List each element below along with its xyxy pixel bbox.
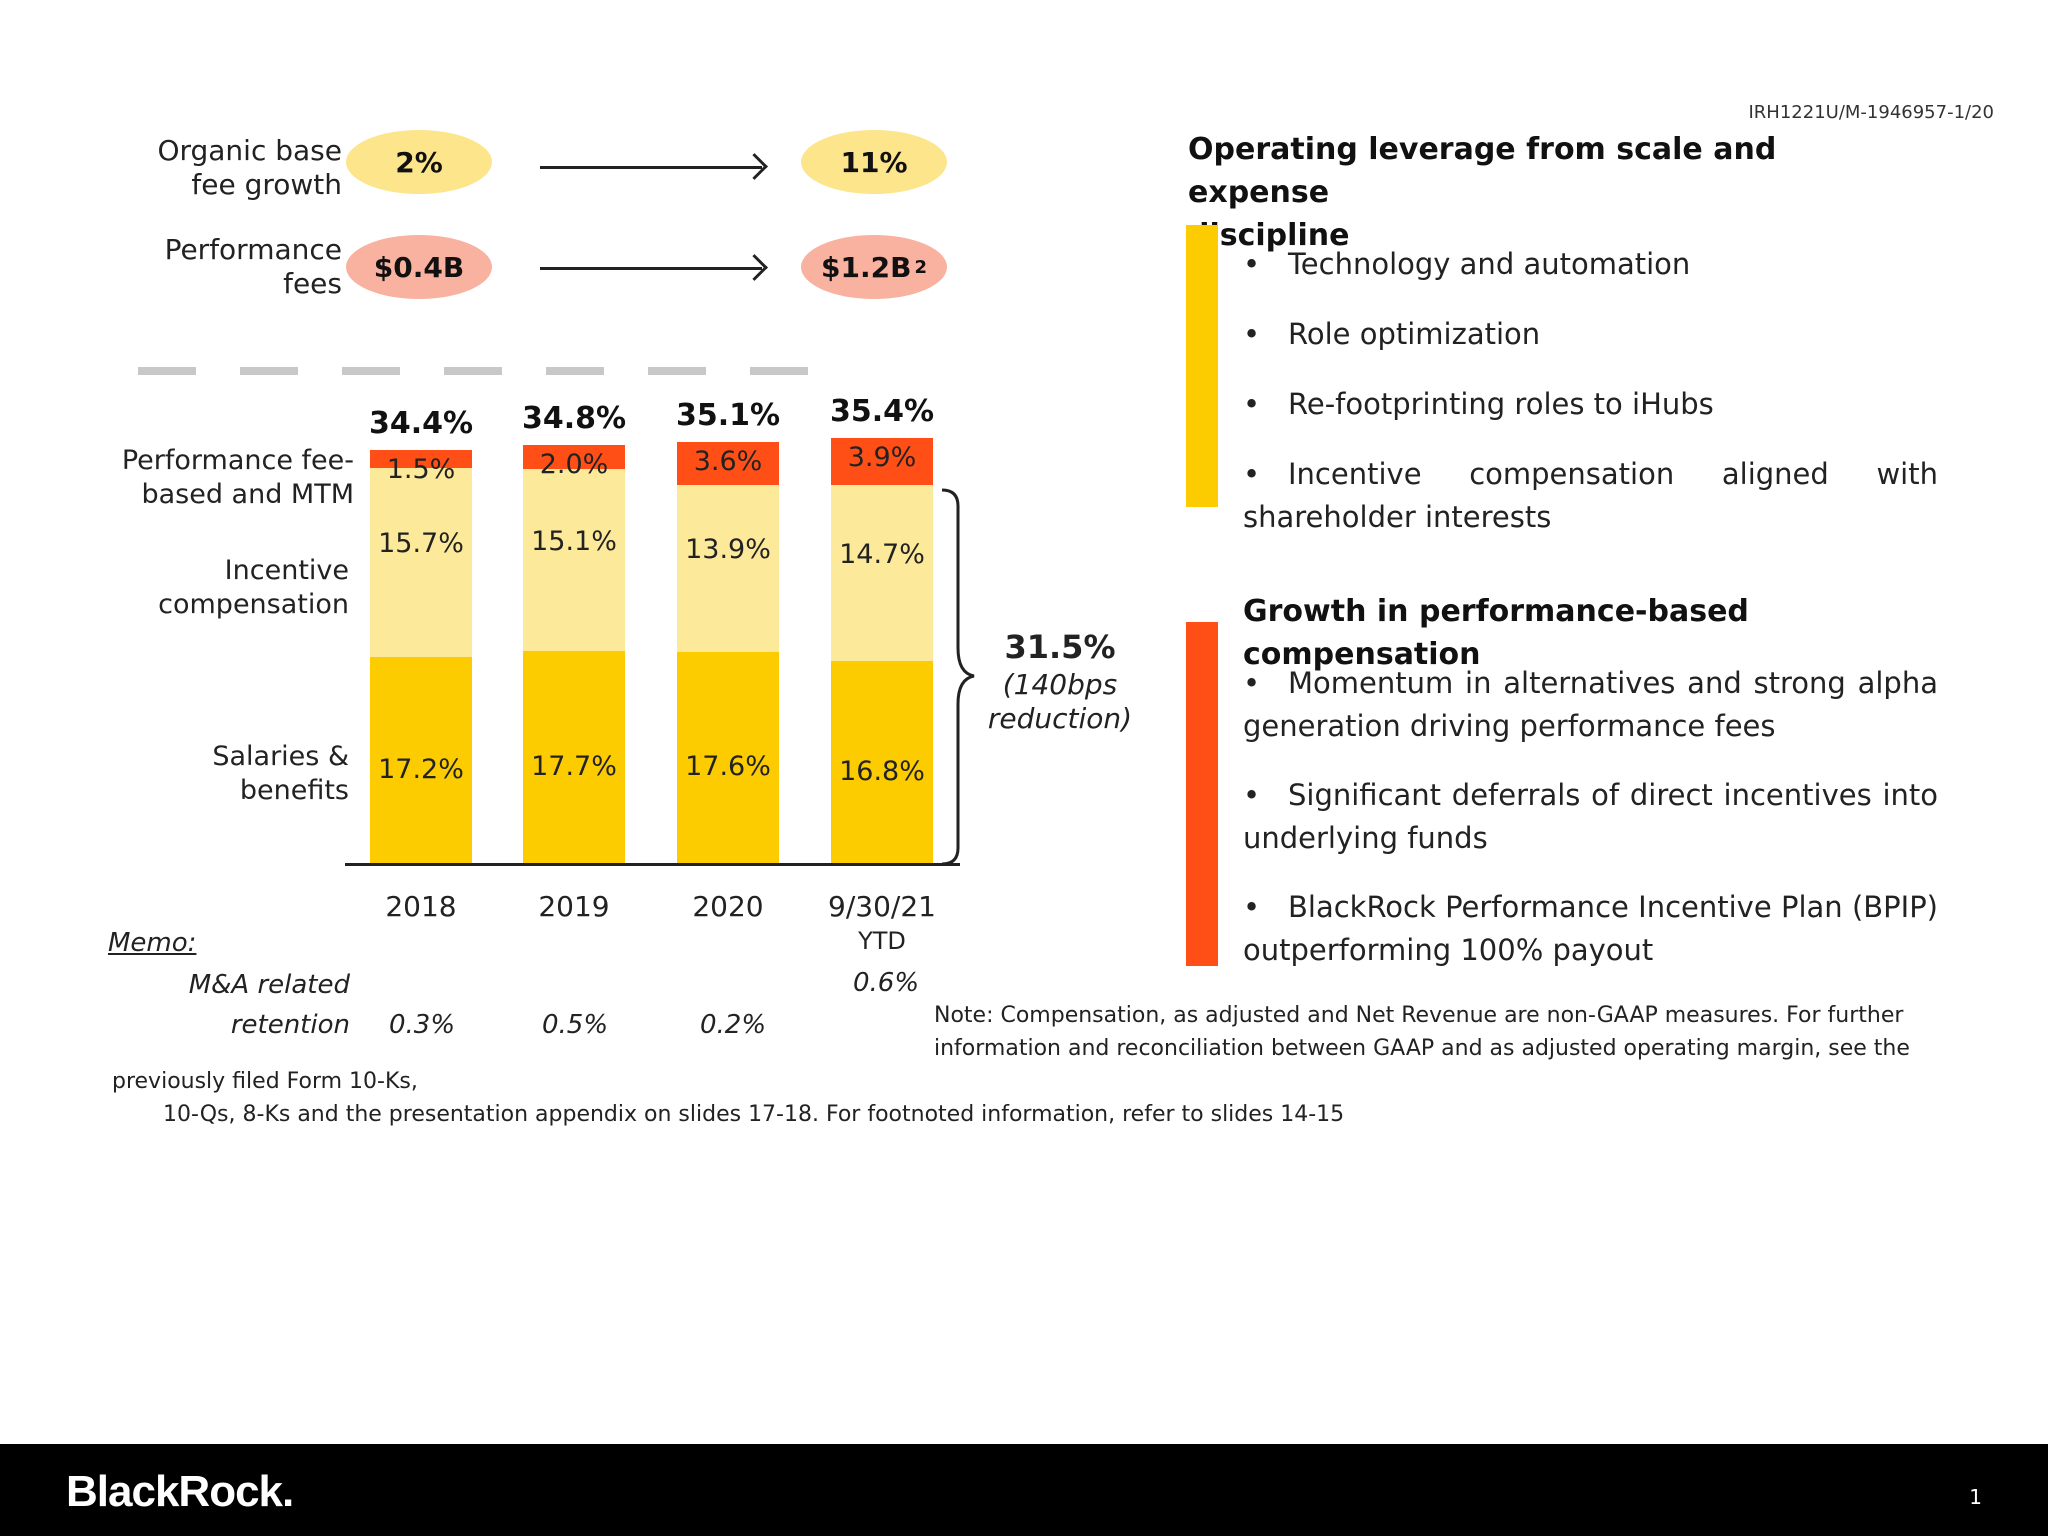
footer-bar — [0, 1444, 2048, 1536]
memo-value: 0.3% — [388, 1010, 456, 1040]
category-label: 9/30/21 — [828, 890, 936, 923]
arrow-right-icon — [540, 267, 762, 270]
note-line1: Note: Compensation, as adjusted and Net … — [934, 1003, 1904, 1028]
section2-bullet: • Significant deferrals of direct incenti… — [1243, 778, 1938, 855]
note-line2: information and reconciliation between G… — [934, 1036, 1910, 1061]
bar-segment — [370, 468, 472, 657]
section1-title: Operating leverage from scale and expens… — [1188, 132, 1777, 253]
section2-bullet: • BlackRock Performance Incentive Plan (B… — [1243, 890, 1938, 967]
organic-growth-from-oval: 2% — [346, 130, 492, 194]
section1-bullet: • Role optimization — [1243, 317, 1541, 351]
bar-segment — [523, 445, 625, 470]
bar-total-label: 35.4% — [829, 394, 935, 430]
category-label: 2020 — [692, 890, 764, 923]
metric-label-performance-fees: Performance fees — [164, 233, 342, 300]
page-number: 1 — [1969, 1485, 1982, 1509]
section1-bullet: • Incentive compensation aligned with sha… — [1243, 457, 1938, 534]
brace-note-line2: reduction) — [987, 702, 1133, 735]
bar-segment — [370, 656, 472, 863]
bar-segment — [831, 661, 933, 863]
bar-segment — [370, 450, 472, 469]
bar-value-label: 17.2% — [378, 753, 464, 785]
section1-bullet: • Re-footprinting roles to iHubs — [1243, 387, 1714, 421]
bar-segment — [677, 651, 779, 863]
segment-label-performance-fee: Performance fee-based and MTM — [121, 445, 354, 510]
category-label: 2019 — [538, 890, 610, 923]
bar-segment — [677, 485, 779, 652]
bar-value-label: 16.8% — [839, 756, 925, 788]
section1-bullet: • Technology and automation — [1243, 247, 1691, 281]
section2-color-bar — [1186, 622, 1218, 966]
document-reference: IRH1221U/M-1946957-1/20 — [1748, 102, 1994, 123]
bar-value-label: 13.9% — [685, 534, 771, 566]
bar-total-label: 35.1% — [675, 397, 781, 433]
note-line3: previously filed Form 10-Ks, — [112, 1069, 418, 1094]
bar-value-label: 17.7% — [531, 750, 617, 782]
stacked-bar-chart: 17.2% 15.7% 1.5% 34.4% 2018 17.7% 15.1% 2.0% 34.… — [0, 0, 1000, 1000]
segment-label-incentive: Incentive compensation — [158, 555, 349, 620]
memo-label-line1: M&A related — [188, 970, 350, 1000]
bar-value-label: 17.6% — [685, 751, 771, 783]
bar-value-label: 2.0% — [539, 449, 609, 481]
arrow-right-icon — [540, 166, 762, 169]
bar-value-label: 3.9% — [847, 442, 917, 474]
dashed-divider — [138, 367, 808, 375]
blackrock-logo: BlackRock. — [66, 1467, 294, 1516]
bar-value-label: 15.1% — [531, 526, 617, 557]
bar-value-label: 3.6% — [693, 445, 763, 477]
section1-color-bar — [1186, 225, 1218, 507]
bar-total-label: 34.4% — [368, 406, 474, 442]
bar-value-label: 14.7% — [839, 539, 925, 571]
section2-bullet: • Momentum in alternatives and strong alp… — [1243, 666, 1938, 743]
metric-label-organic-growth: Organic base fee growth — [157, 134, 342, 201]
segment-label-salaries: Salaries & benefits — [212, 741, 349, 806]
bar-segment — [677, 441, 779, 485]
memo-label-line2: retention — [230, 1010, 350, 1040]
memo-value: 0.6% — [852, 968, 920, 998]
bar-segment — [523, 650, 625, 863]
brace-total-value: 31.5% — [1004, 628, 1116, 666]
chart-baseline — [345, 863, 960, 866]
brace-icon — [941, 488, 975, 866]
bar-segment — [523, 469, 625, 651]
note-line4: 10-Qs, 8-Ks and the presentation appendi… — [163, 1102, 1345, 1127]
memo-value: 0.5% — [541, 1010, 609, 1040]
bar-segment — [831, 485, 933, 662]
memo-value: 0.2% — [699, 1010, 767, 1040]
performance-fees-to-oval: $1.2B 2 — [801, 235, 947, 299]
memo-title: Memo: — [108, 928, 197, 958]
performance-fees-from-oval: $0.4B — [346, 235, 492, 299]
brace-note-line1: (140bps — [1002, 668, 1118, 701]
category-sublabel: YTD — [858, 927, 906, 955]
category-label: 2018 — [385, 890, 457, 923]
organic-growth-to-oval: 11% — [801, 130, 947, 194]
bar-segment — [831, 438, 933, 485]
bar-value-label: 1.5% — [386, 454, 456, 486]
bar-value-label: 15.7% — [378, 528, 464, 560]
bar-total-label: 34.8% — [521, 401, 627, 437]
section2-title: Growth in performance-based compensation — [1243, 594, 1749, 672]
